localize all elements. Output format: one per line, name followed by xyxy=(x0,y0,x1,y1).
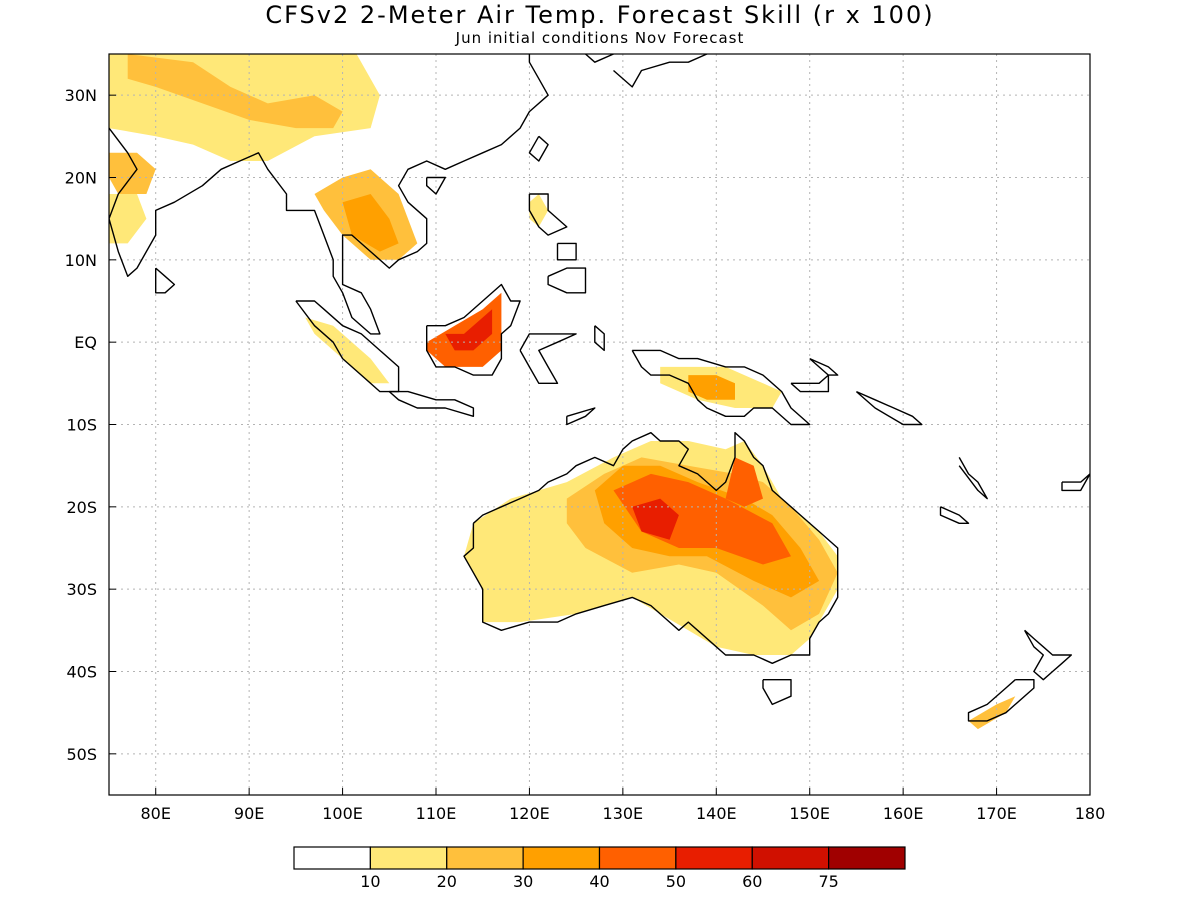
x-tick-label: 90E xyxy=(234,804,264,823)
coastline-hainan xyxy=(426,176,446,195)
x-tick-label: 80E xyxy=(140,804,170,823)
legend-label: 75 xyxy=(818,872,838,891)
coastline-taiwan xyxy=(528,135,549,162)
coastline-australia xyxy=(463,432,839,664)
skill-region-india-west xyxy=(109,152,156,194)
y-tick-label: 40S xyxy=(66,663,97,682)
skill-region-australia-max xyxy=(613,473,791,565)
x-tick-label: 160E xyxy=(883,804,924,823)
coastline-luzon xyxy=(528,193,568,236)
coastline-mainland-asia xyxy=(109,54,549,335)
y-tick-label: 30N xyxy=(65,86,97,105)
coastline-visayas xyxy=(556,242,577,261)
legend-label: 50 xyxy=(666,872,686,891)
y-tick-label: EQ xyxy=(74,333,97,352)
legend-swatch xyxy=(828,846,906,870)
x-tick-label: 180 xyxy=(1075,804,1106,823)
x-tick-label: 120E xyxy=(509,804,550,823)
legend-swatch xyxy=(446,846,524,870)
gridlines xyxy=(109,54,1090,795)
skill-region-borneo xyxy=(426,292,502,367)
coastline-mindanao xyxy=(547,267,587,294)
legend-label: 20 xyxy=(437,872,457,891)
coastline-borneo xyxy=(426,283,521,376)
coastline-java xyxy=(388,390,475,417)
skill-region-india-west-2 xyxy=(109,194,147,244)
y-tick-label: 20S xyxy=(66,498,97,517)
skill-region-indochina-core xyxy=(342,194,399,252)
coastline-fiji xyxy=(1061,473,1090,492)
plot-background xyxy=(109,54,1090,795)
skill-region-himalaya-band xyxy=(127,54,343,129)
map-subtitle: Jun initial conditions Nov Forecast xyxy=(455,29,745,47)
legend-swatch xyxy=(675,846,753,870)
coastline-halmahera xyxy=(594,325,605,352)
legend-label: 60 xyxy=(742,872,762,891)
y-tick-label: 10S xyxy=(66,416,97,435)
x-tick-label: 150E xyxy=(789,804,830,823)
legend-label: 30 xyxy=(513,872,533,891)
coastline-timor xyxy=(566,407,596,426)
coastline-nz-north xyxy=(1023,629,1073,681)
skill-region-york-peninsula xyxy=(725,457,763,507)
coastline-japan xyxy=(613,54,709,88)
map-title: CFSv2 2-Meter Air Temp. Forecast Skill (… xyxy=(265,1,935,29)
coastline-solomons xyxy=(855,390,923,426)
skill-region-sumatra xyxy=(305,317,390,384)
skill-region-borneo-core xyxy=(445,309,493,351)
coastline-nz-south xyxy=(967,679,1035,722)
legend-label: 40 xyxy=(589,872,609,891)
legend-swatch xyxy=(369,846,448,870)
x-tick-label: 110E xyxy=(416,804,457,823)
coastline-new-ireland xyxy=(809,357,839,376)
coastline-sulawesi xyxy=(519,333,577,384)
legend-swatch xyxy=(751,846,830,870)
x-tick-label: 140E xyxy=(696,804,737,823)
skill-region-australia-peak xyxy=(632,498,679,540)
y-tick-label: 10N xyxy=(65,251,97,270)
coastline-tasmania xyxy=(762,679,792,706)
x-tick-label: 170E xyxy=(976,804,1017,823)
x-tick-label: 130E xyxy=(603,804,644,823)
y-tick-label: 50S xyxy=(66,745,97,764)
color-legend: 10 20 30 40 50 60 75 xyxy=(293,846,906,891)
legend-swatch xyxy=(293,846,371,870)
legend-swatch xyxy=(522,846,601,870)
coastline-new-caledonia xyxy=(939,506,970,524)
y-tick-label: 30S xyxy=(66,580,97,599)
x-tick-label: 100E xyxy=(322,804,363,823)
legend-label: 10 xyxy=(360,872,380,891)
coastlines xyxy=(109,54,1090,722)
x-axis: 80E 90E 100E 110E 120E 130E 140E 150E 160E 170E 18… xyxy=(140,788,1105,823)
coastline-new-guinea xyxy=(631,349,811,426)
coastline-sri-lanka xyxy=(154,267,176,294)
coastline-new-britain xyxy=(790,374,830,393)
coastline-sumatra xyxy=(295,300,400,393)
skill-regions xyxy=(109,54,1016,730)
legend-swatch xyxy=(598,846,677,870)
y-tick-label: 20N xyxy=(65,169,97,188)
y-axis: 30N 20N 10N EQ 10S 20S 30S 40S 50S xyxy=(65,86,116,764)
skill-region-new-guinea-core xyxy=(688,375,735,400)
coastline-vanuatu xyxy=(958,457,988,500)
